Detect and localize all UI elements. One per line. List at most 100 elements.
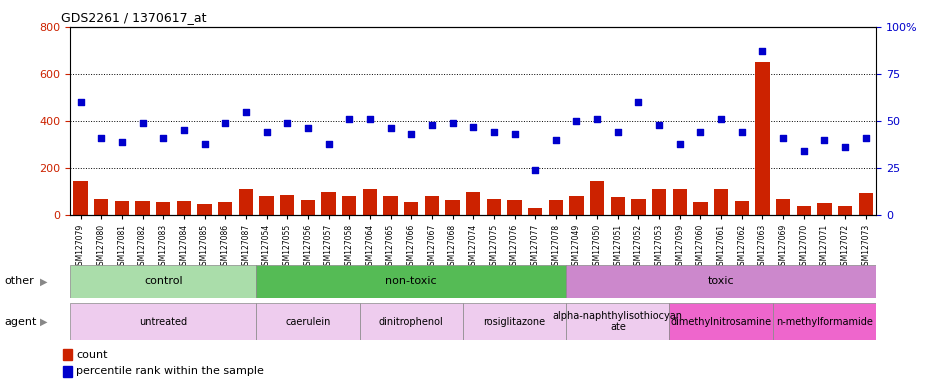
Bar bbox=[486, 199, 501, 215]
Bar bbox=[772, 303, 875, 340]
Point bbox=[775, 135, 790, 141]
Bar bbox=[63, 349, 72, 360]
Point bbox=[568, 118, 583, 124]
Bar bbox=[527, 208, 542, 215]
Bar bbox=[342, 196, 356, 215]
Point bbox=[486, 129, 501, 135]
Text: untreated: untreated bbox=[139, 316, 187, 327]
Point bbox=[258, 129, 273, 135]
Bar bbox=[300, 200, 314, 215]
Point bbox=[176, 127, 191, 134]
Bar bbox=[280, 195, 294, 215]
Bar bbox=[256, 265, 565, 298]
Bar bbox=[156, 202, 170, 215]
Point bbox=[155, 135, 170, 141]
Bar bbox=[321, 192, 335, 215]
Point bbox=[796, 148, 811, 154]
Point bbox=[837, 144, 852, 151]
Bar bbox=[94, 199, 109, 215]
Bar bbox=[424, 196, 439, 215]
Bar bbox=[816, 203, 831, 215]
Point bbox=[713, 116, 728, 122]
Bar bbox=[610, 197, 624, 215]
Text: ▶: ▶ bbox=[40, 276, 48, 286]
Bar bbox=[548, 200, 563, 215]
Bar bbox=[796, 206, 811, 215]
Text: control: control bbox=[144, 276, 183, 286]
Point bbox=[321, 141, 336, 147]
Text: count: count bbox=[76, 349, 108, 359]
Bar bbox=[734, 201, 748, 215]
Point bbox=[383, 126, 398, 132]
Bar bbox=[177, 201, 191, 215]
Bar bbox=[713, 189, 727, 215]
Bar bbox=[359, 303, 462, 340]
Bar bbox=[775, 199, 789, 215]
Point bbox=[609, 129, 624, 135]
Point bbox=[424, 122, 439, 128]
Text: n-methylformamide: n-methylformamide bbox=[775, 316, 872, 327]
Bar bbox=[259, 196, 273, 215]
Text: ▶: ▶ bbox=[40, 316, 48, 327]
Point bbox=[630, 99, 645, 105]
Bar bbox=[569, 196, 583, 215]
Bar bbox=[672, 189, 686, 215]
Text: non-toxic: non-toxic bbox=[385, 276, 436, 286]
Bar bbox=[362, 189, 376, 215]
Text: dinitrophenol: dinitrophenol bbox=[378, 316, 443, 327]
Text: dimethylnitrosamine: dimethylnitrosamine bbox=[670, 316, 771, 327]
Bar bbox=[565, 303, 668, 340]
Bar bbox=[218, 202, 232, 215]
Text: rosiglitazone: rosiglitazone bbox=[483, 316, 545, 327]
Point bbox=[238, 109, 253, 115]
Bar bbox=[506, 200, 521, 215]
Bar bbox=[135, 201, 150, 215]
Text: GDS2261 / 1370617_at: GDS2261 / 1370617_at bbox=[61, 12, 206, 25]
Point bbox=[527, 167, 542, 173]
Point bbox=[672, 141, 687, 147]
Point bbox=[342, 116, 357, 122]
Text: alpha-naphthylisothiocyan
ate: alpha-naphthylisothiocyan ate bbox=[552, 311, 682, 333]
Bar bbox=[465, 192, 480, 215]
Point bbox=[651, 122, 665, 128]
Point bbox=[94, 135, 109, 141]
Text: agent: agent bbox=[5, 316, 37, 327]
Text: caerulein: caerulein bbox=[285, 316, 330, 327]
Point bbox=[754, 48, 769, 55]
Point bbox=[217, 120, 232, 126]
Point bbox=[465, 124, 480, 130]
Point bbox=[73, 99, 88, 105]
Point bbox=[506, 131, 521, 137]
Bar bbox=[590, 181, 604, 215]
Point bbox=[197, 141, 212, 147]
Bar bbox=[70, 265, 256, 298]
Bar bbox=[383, 196, 398, 215]
Bar bbox=[256, 303, 359, 340]
Point bbox=[135, 120, 150, 126]
Point bbox=[816, 137, 831, 143]
Bar bbox=[651, 189, 665, 215]
Bar bbox=[857, 193, 872, 215]
Point bbox=[734, 129, 749, 135]
Bar bbox=[754, 62, 768, 215]
Point bbox=[445, 120, 460, 126]
Bar bbox=[462, 303, 565, 340]
Bar bbox=[403, 202, 418, 215]
Point bbox=[693, 129, 708, 135]
Bar bbox=[565, 265, 875, 298]
Point bbox=[403, 131, 418, 137]
Bar bbox=[63, 366, 72, 377]
Bar bbox=[837, 206, 852, 215]
Point bbox=[589, 116, 604, 122]
Bar bbox=[239, 189, 253, 215]
Bar bbox=[197, 204, 212, 215]
Text: toxic: toxic bbox=[707, 276, 734, 286]
Text: percentile rank within the sample: percentile rank within the sample bbox=[76, 366, 264, 376]
Point bbox=[362, 116, 377, 122]
Point bbox=[300, 126, 315, 132]
Bar bbox=[70, 303, 256, 340]
Bar bbox=[114, 201, 129, 215]
Bar bbox=[445, 200, 460, 215]
Point bbox=[114, 139, 129, 145]
Bar bbox=[73, 181, 88, 215]
